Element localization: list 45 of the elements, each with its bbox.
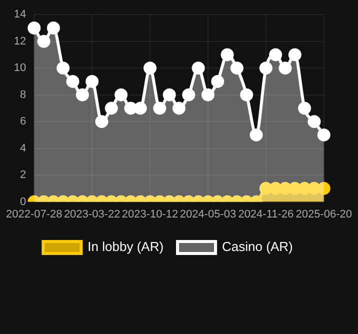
point bbox=[37, 34, 50, 48]
point bbox=[95, 115, 108, 128]
point bbox=[124, 102, 138, 115]
point bbox=[192, 62, 205, 75]
point bbox=[288, 48, 302, 62]
point bbox=[211, 74, 224, 88]
point bbox=[201, 88, 214, 102]
x-tick-label: 2025-06-20 bbox=[296, 208, 352, 220]
point bbox=[162, 88, 176, 102]
point bbox=[298, 102, 312, 115]
point bbox=[76, 88, 89, 102]
y-tick-label: 0 bbox=[20, 196, 26, 208]
point bbox=[134, 102, 147, 115]
point bbox=[86, 74, 99, 88]
point bbox=[153, 102, 166, 115]
legend-label: In lobby (AR) bbox=[88, 239, 164, 254]
x-tick-label: 2022-07-28 bbox=[6, 208, 62, 220]
y-tick-label: 12 bbox=[14, 35, 26, 48]
point bbox=[144, 62, 157, 75]
point bbox=[308, 115, 321, 128]
x-tick-label: 2023-10-12 bbox=[122, 208, 178, 220]
point bbox=[104, 102, 118, 115]
x-tick-label: 2024-11-26 bbox=[238, 208, 294, 220]
point bbox=[66, 74, 80, 88]
x-tick-label: 2024-05-03 bbox=[180, 208, 236, 220]
x-tick-label: 2023-03-22 bbox=[64, 208, 120, 220]
y-tick-label: 4 bbox=[20, 142, 26, 154]
point bbox=[220, 48, 234, 62]
point bbox=[230, 62, 244, 75]
legend-label: Casino (AR) bbox=[222, 239, 293, 254]
point bbox=[172, 102, 186, 115]
point bbox=[317, 128, 330, 142]
y-tick-label: 2 bbox=[20, 169, 26, 182]
point bbox=[269, 48, 282, 62]
point bbox=[250, 128, 263, 142]
y-tick-label: 8 bbox=[20, 88, 26, 101]
point bbox=[240, 88, 254, 102]
point bbox=[278, 62, 292, 75]
point bbox=[259, 62, 272, 75]
point bbox=[182, 88, 196, 102]
point bbox=[114, 88, 128, 102]
point bbox=[56, 62, 70, 75]
y-tick-label: 6 bbox=[20, 116, 26, 128]
y-tick-label: 10 bbox=[14, 62, 26, 74]
y-tick-label: 14 bbox=[14, 8, 26, 21]
